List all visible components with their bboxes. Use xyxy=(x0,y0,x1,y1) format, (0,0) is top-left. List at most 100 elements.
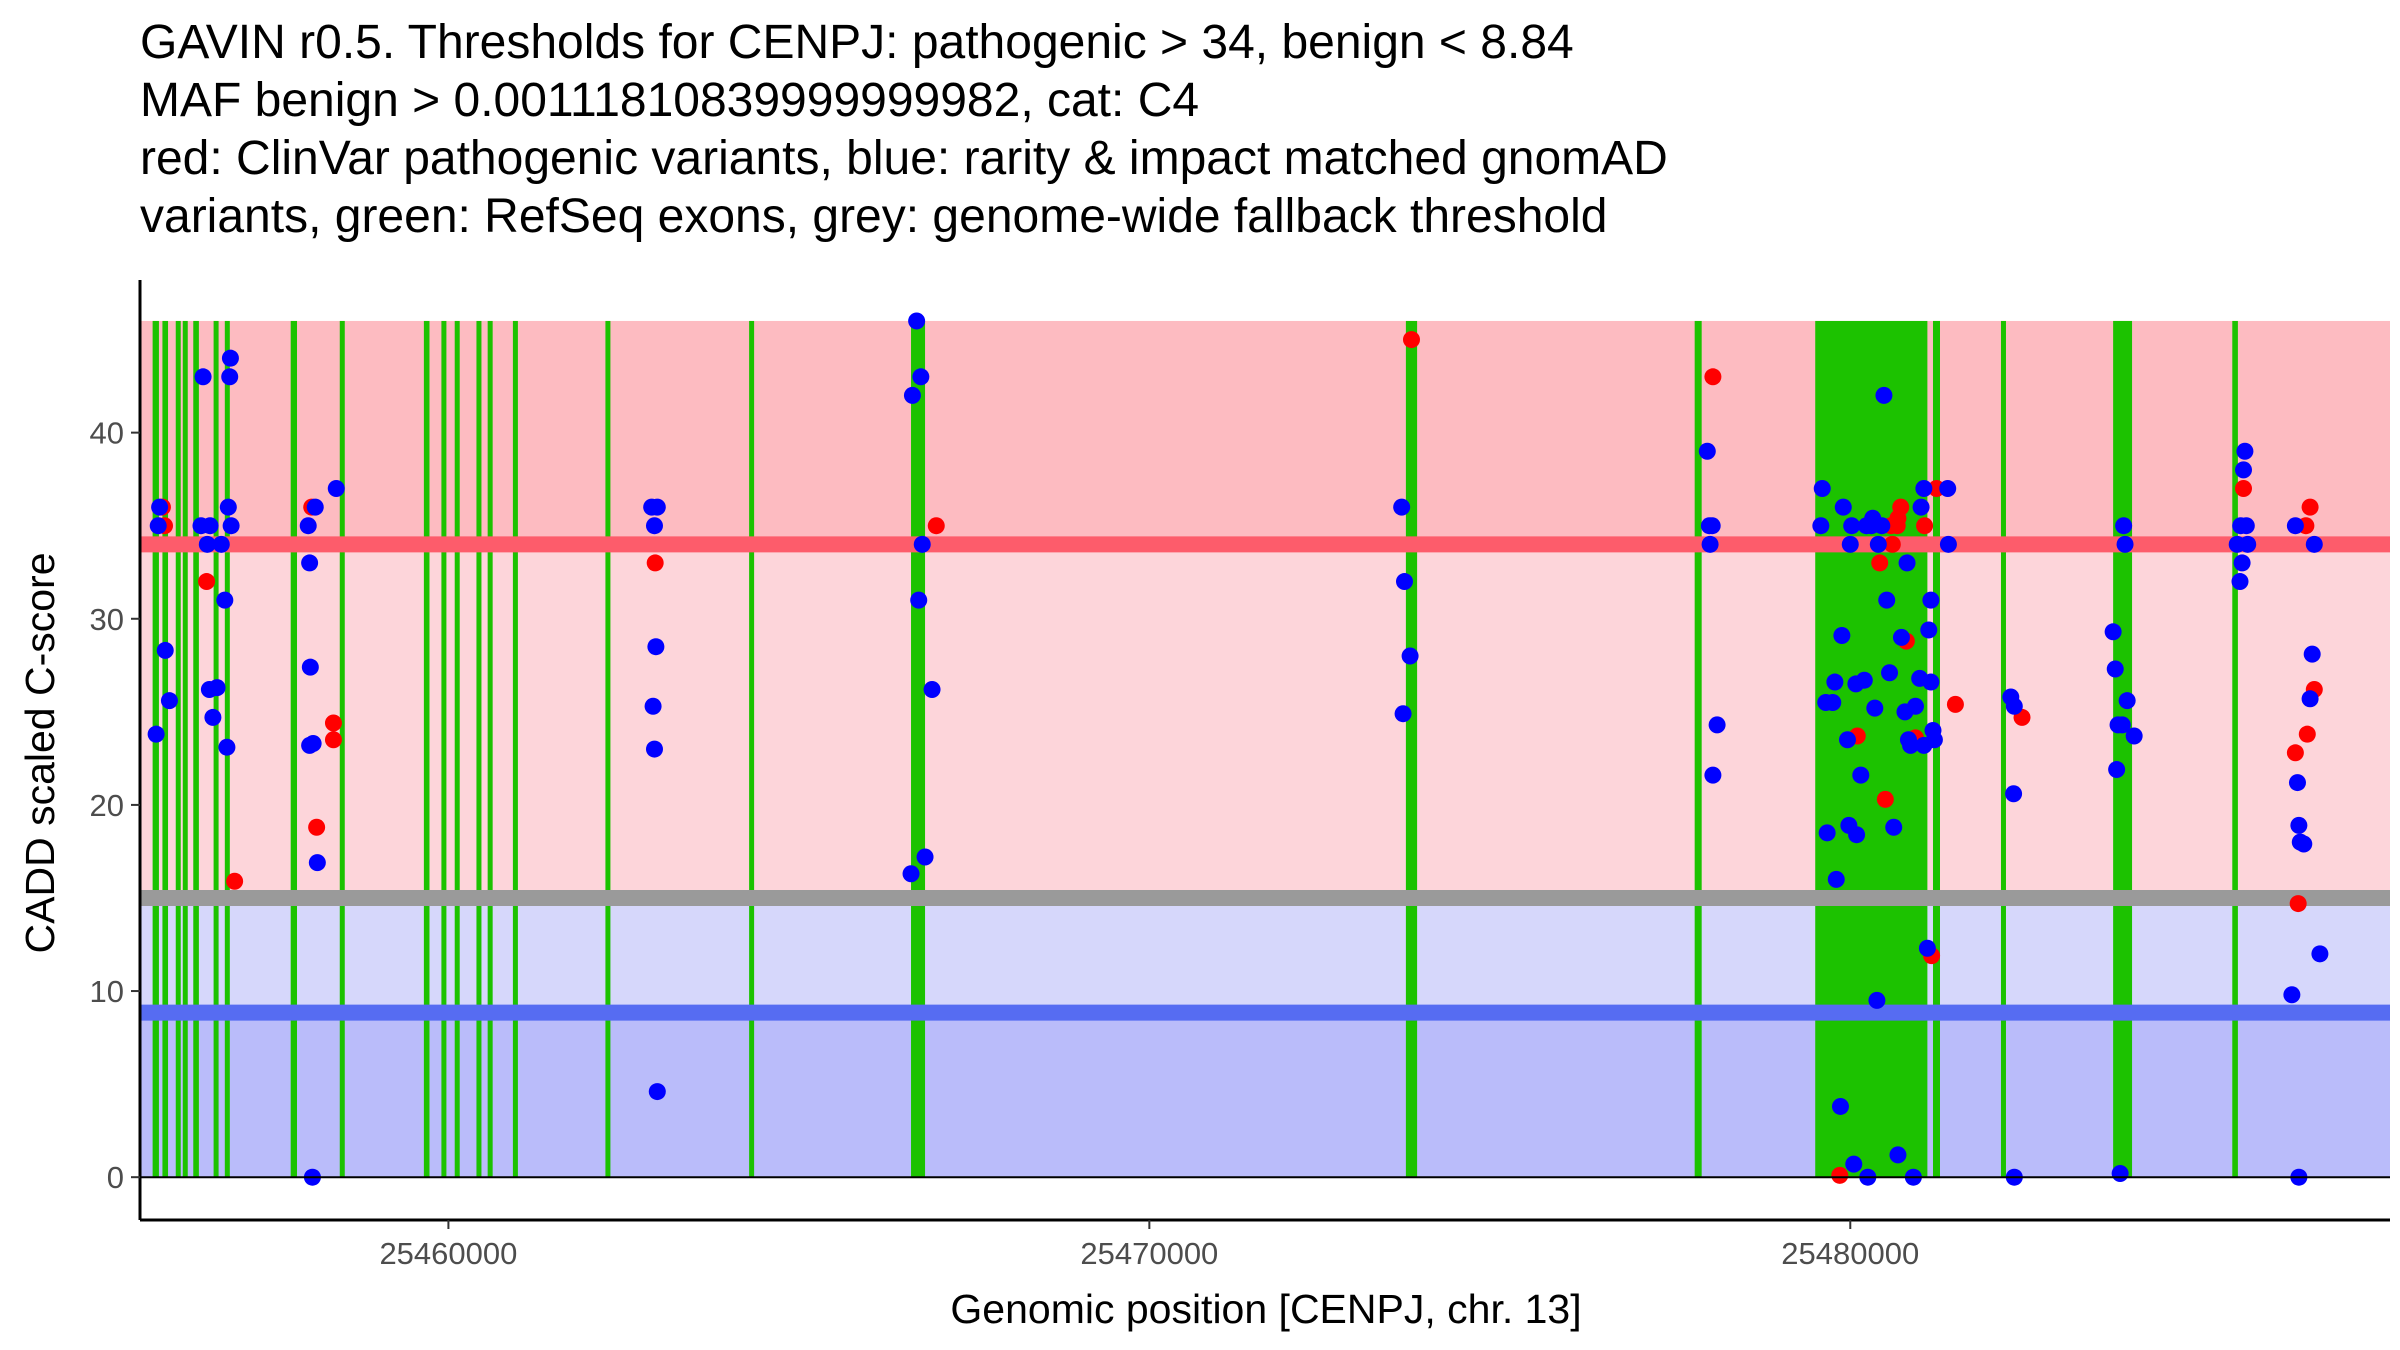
gnomad-variant-point xyxy=(2108,761,2126,779)
gnomad-variant-point xyxy=(201,517,219,535)
gnomad-variant-point xyxy=(2236,442,2254,460)
gnomad-variant-point xyxy=(304,734,322,752)
gnomad-variant-point xyxy=(908,312,926,330)
gnomad-variant-point xyxy=(216,591,234,609)
gnomad-variant-point xyxy=(1912,498,1930,516)
x-tick-label: 25470000 xyxy=(1080,1236,1218,1271)
gnomad-variant-point xyxy=(306,498,324,516)
clinvar-pathogenic-point xyxy=(226,872,244,890)
chart-title-line-1: GAVIN r0.5. Thresholds for CENPJ: pathog… xyxy=(140,16,1574,69)
y-tick-label: 30 xyxy=(90,602,124,637)
gnomad-variant-point xyxy=(212,535,230,553)
clinvar-pathogenic-point xyxy=(2289,895,2307,913)
clinvar-pathogenic-point xyxy=(1871,554,1889,572)
gnomad-variant-point xyxy=(2118,692,2136,710)
gnomad-variant-point xyxy=(913,535,931,553)
gnomad-variant-point xyxy=(648,1083,666,1101)
clinvar-pathogenic-point xyxy=(1704,368,1722,386)
clinvar-pathogenic-point xyxy=(1402,331,1420,349)
gnomad-variant-point xyxy=(648,498,666,516)
exon-bar xyxy=(182,320,188,1178)
clinvar-pathogenic-point xyxy=(198,573,216,591)
gnomad-variant-point xyxy=(221,349,239,367)
exon-bar xyxy=(512,320,518,1178)
clinvar-pathogenic-point xyxy=(2301,498,2319,516)
gnomad-variant-point xyxy=(299,517,317,535)
exon-bar xyxy=(213,320,219,1178)
gnomad-variant-point xyxy=(1906,697,1924,715)
gnomad-variant-point xyxy=(1848,826,1866,844)
gnomad-variant-point xyxy=(2303,645,2321,663)
gnomad-variant-point xyxy=(221,368,239,386)
gnomad-variant-point xyxy=(222,517,240,535)
gnomad-variant-point xyxy=(2237,517,2255,535)
exon-bar xyxy=(2232,320,2238,1178)
clinvar-pathogenic-point xyxy=(927,517,945,535)
gnomad-variant-point xyxy=(1701,535,1719,553)
exon-bar xyxy=(454,320,460,1178)
gnomad-variant-point xyxy=(1831,1097,1849,1115)
clinvar-pathogenic-point xyxy=(2235,479,2253,497)
gnomad-variant-point xyxy=(645,740,663,758)
gnomad-variant-point xyxy=(2005,785,2023,803)
gnomad-variant-point xyxy=(1869,535,1887,553)
gnomad-variant-point xyxy=(1918,939,1936,957)
exon-bar xyxy=(911,320,926,1178)
gnomad-variant-point xyxy=(645,517,663,535)
gnomad-variant-point xyxy=(1834,498,1852,516)
gnomad-variant-point xyxy=(912,368,930,386)
gnomad-variant-point xyxy=(2286,517,2304,535)
exon-bar xyxy=(193,320,199,1178)
gnomad-variant-point xyxy=(160,692,178,710)
x-tick-label: 25480000 xyxy=(1781,1236,1919,1271)
y-tick-label: 20 xyxy=(90,788,124,823)
gnomad-variant-point xyxy=(1845,1155,1863,1173)
gnomad-variant-point xyxy=(1920,621,1938,639)
clinvar-pathogenic-point xyxy=(308,818,326,836)
gnomad-variant-point xyxy=(1395,573,1413,591)
x-axis-title: Genomic position [CENPJ, chr. 13] xyxy=(950,1286,1581,1332)
gnomad-variant-point xyxy=(2005,697,2023,715)
gnomad-variant-point xyxy=(1873,517,1891,535)
x-tick-label: 25460000 xyxy=(379,1236,517,1271)
gnomad-variant-point xyxy=(194,368,212,386)
gnomad-variant-point xyxy=(2239,535,2257,553)
exon-bar xyxy=(423,320,430,1178)
axes xyxy=(138,280,2390,1222)
gnomad-variant-point xyxy=(1826,673,1844,691)
clinvar-pathogenic-point xyxy=(1831,1166,1849,1184)
gnomad-variant-point xyxy=(327,479,345,497)
gnomad-variant-point xyxy=(903,386,921,404)
gnomad-variant-point xyxy=(2113,716,2131,734)
y-tick-label: 10 xyxy=(90,974,124,1009)
exon-bar xyxy=(749,320,755,1178)
exon-bar xyxy=(339,320,345,1178)
gnomad-variant-point xyxy=(308,854,326,872)
gnomad-variant-point xyxy=(2290,816,2308,834)
gnomad-variant-point xyxy=(2116,535,2134,553)
gnomad-variant-point xyxy=(1833,627,1851,645)
gnomad-variant-point xyxy=(1915,479,1933,497)
gnomad-variant-point xyxy=(647,638,665,656)
exon-bar xyxy=(162,320,169,1178)
gnomad-variant-point xyxy=(1922,591,1940,609)
exon-bar xyxy=(605,320,611,1178)
gnomad-variant-point xyxy=(910,591,928,609)
gnomad-variant-point xyxy=(1704,766,1722,784)
gnomad-variant-point xyxy=(1841,535,1859,553)
gnomad-variant-point xyxy=(1852,766,1870,784)
gnomad-variant-point xyxy=(1866,699,1884,717)
exon-bar xyxy=(2000,320,2006,1178)
gnomad-variant-point xyxy=(1703,517,1721,535)
gnomad-variant-point xyxy=(1698,442,1716,460)
y-tick-label: 40 xyxy=(90,416,124,451)
chart-title-line-4: variants, green: RefSeq exons, grey: gen… xyxy=(140,190,1608,243)
exon-bar xyxy=(487,320,493,1178)
gnomad-variant-point xyxy=(923,681,941,699)
gnomad-variant-point xyxy=(1824,694,1842,712)
gnomad-variant-point xyxy=(1818,824,1836,842)
gnomad-variant-point xyxy=(1843,517,1861,535)
gnomad-variant-point xyxy=(1827,870,1845,888)
gnomad-variant-point xyxy=(1898,554,1916,572)
gnomad-variant-point xyxy=(147,725,165,743)
